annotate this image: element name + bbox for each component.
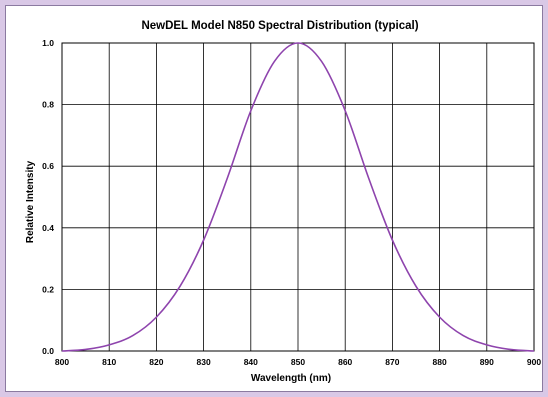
tick-labels: 800 810 820 830 840 850 860 870 880 890 900 0.0 0.2 0… bbox=[42, 38, 541, 367]
x-axis-label: Wavelength (nm) bbox=[251, 373, 331, 384]
x-tick-label: 870 bbox=[385, 357, 399, 367]
chart-frame: NewDEL Model N850 Spectral Distribution … bbox=[5, 5, 543, 392]
y-tick-label: 0.0 bbox=[42, 346, 54, 356]
y-tick-label: 0.8 bbox=[42, 100, 54, 110]
y-tick-label: 0.2 bbox=[42, 284, 54, 294]
y-axis-label: Relative Intensity bbox=[25, 160, 36, 243]
spectral-curve bbox=[61, 42, 535, 352]
x-tick-label: 900 bbox=[527, 357, 541, 367]
x-tick-label: 890 bbox=[480, 357, 494, 367]
x-tick-label: 840 bbox=[244, 357, 258, 367]
y-tick-label: 1.0 bbox=[42, 38, 54, 48]
x-tick-label: 850 bbox=[291, 357, 305, 367]
grid bbox=[61, 42, 535, 352]
y-tick-label: 0.4 bbox=[42, 223, 54, 233]
x-tick-label: 800 bbox=[55, 357, 69, 367]
x-tick-label: 830 bbox=[197, 357, 211, 367]
x-tick-label: 810 bbox=[102, 357, 116, 367]
x-tick-label: 820 bbox=[149, 357, 163, 367]
x-tick-label: 880 bbox=[433, 357, 447, 367]
x-tick-label: 860 bbox=[338, 357, 352, 367]
chart-title: NewDEL Model N850 Spectral Distribution … bbox=[141, 20, 418, 32]
y-tick-label: 0.6 bbox=[42, 161, 54, 171]
chart: NewDEL Model N850 Spectral Distribution … bbox=[25, 20, 541, 384]
